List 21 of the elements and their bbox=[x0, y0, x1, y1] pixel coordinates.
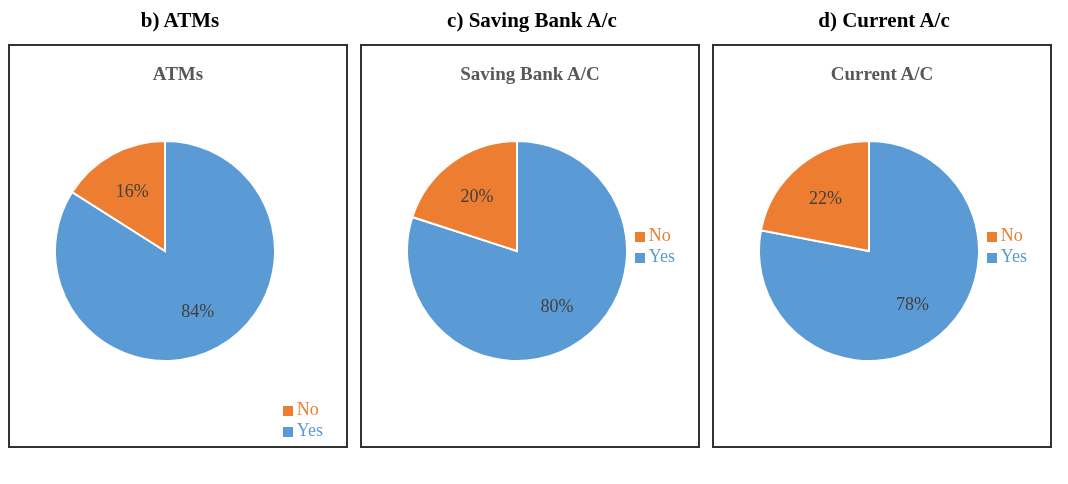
data-label: 22% bbox=[809, 188, 843, 209]
data-label: 16% bbox=[115, 181, 149, 202]
chart-subtitle: Saving Bank A/C bbox=[460, 63, 600, 84]
data-label: 20% bbox=[460, 185, 494, 206]
chart-title: c) Saving Bank A/c bbox=[446, 8, 618, 34]
data-label: 84% bbox=[181, 300, 215, 321]
chart-subtitle: ATMs bbox=[152, 63, 204, 84]
data-label: 78% bbox=[895, 293, 929, 314]
legend-label: Yes bbox=[648, 246, 675, 266]
pie-slice bbox=[758, 140, 980, 362]
data-label: 80% bbox=[540, 296, 574, 317]
legend-label: Yes bbox=[1000, 246, 1027, 266]
legend-label: No bbox=[648, 225, 671, 245]
chart-subtitle: Current A/C bbox=[830, 63, 934, 84]
pie-slice bbox=[406, 140, 628, 362]
chart-title: d) Current A/c bbox=[817, 8, 951, 34]
legend-label: Yes bbox=[296, 420, 323, 440]
legend-label: No bbox=[1000, 225, 1023, 245]
pie-slice bbox=[54, 140, 276, 362]
chart-title: b) ATMs bbox=[139, 8, 221, 34]
legend-label: No bbox=[296, 399, 319, 419]
